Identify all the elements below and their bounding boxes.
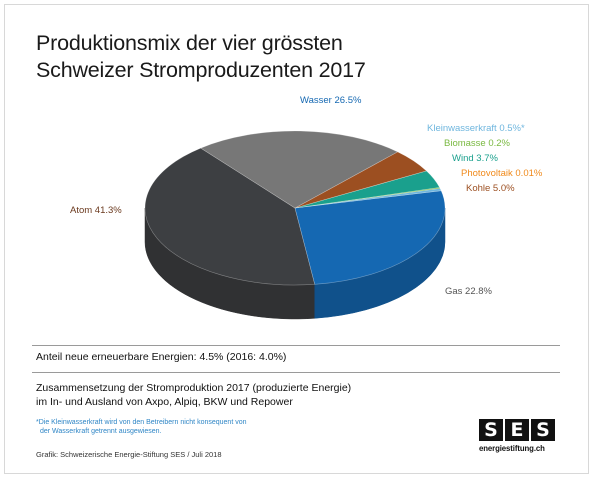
pie-slice-kohle [294, 151, 427, 209]
pie-label-atom: Atom 41.3% [70, 205, 122, 216]
logo-url: energiestiftung.ch [479, 444, 545, 453]
renewables-share: Anteil neue erneuerbare Energien: 4.5% (… [36, 351, 287, 363]
chart-title-line-1: Produktionsmix der vier grössten [36, 31, 343, 55]
chart-description: Zusammensetzung der Stromproduktion 2017… [36, 381, 476, 409]
pie-slice-kleinwasserkraft [294, 188, 442, 209]
pie-label-kleinwasserkraft: Kleinwasserkraft 0.5%* [427, 123, 525, 134]
logo-letter-3: S [531, 419, 555, 441]
divider-bottom [32, 372, 560, 373]
ses-logo: S E S energiestiftung.ch [479, 419, 559, 453]
description-line-1: Zusammensetzung der Stromproduktion 2017… [36, 382, 352, 394]
divider-top [32, 345, 560, 346]
pie-slice-wind [294, 170, 441, 209]
pie-slice-photovoltaik [294, 170, 428, 209]
chart-title: Produktionsmix der vier grössten Schweiz… [36, 30, 366, 84]
pie-label-wasser: Wasser 26.5% [300, 95, 362, 106]
chart-title-line-2: Schweizer Stromproduzenten 2017 [36, 58, 366, 82]
pie-slice-wasser [294, 190, 446, 285]
pie-label-photovoltaik: Photovoltaik 0.01% [461, 168, 543, 179]
pie-label-biomasse: Biomasse 0.2% [444, 138, 511, 149]
pie-slice-gas [200, 130, 399, 209]
logo-letter-2: E [505, 419, 529, 441]
pie-label-kohle: Kohle 5.0% [466, 183, 515, 194]
footnote: *Die Kleinwasserkraft wird von den Betre… [36, 418, 336, 436]
footnote-line-1: *Die Kleinwasserkraft wird von den Betre… [36, 419, 247, 426]
pie-slice-atom [144, 147, 316, 286]
source-credit: Grafik: Schweizerische Energie-Stiftung … [36, 450, 222, 459]
description-line-2: im In- und Ausland von Axpo, Alpiq, BKW … [36, 396, 293, 408]
pie-slice-biomasse [294, 187, 441, 209]
pie-label-wind: Wind 3.7% [452, 153, 498, 164]
logo-letter-1: S [479, 419, 503, 441]
pie-label-gas: Gas 22.8% [445, 286, 493, 297]
footnote-line-2: der Wasserkraft getrennt ausgewiesen. [40, 428, 162, 435]
